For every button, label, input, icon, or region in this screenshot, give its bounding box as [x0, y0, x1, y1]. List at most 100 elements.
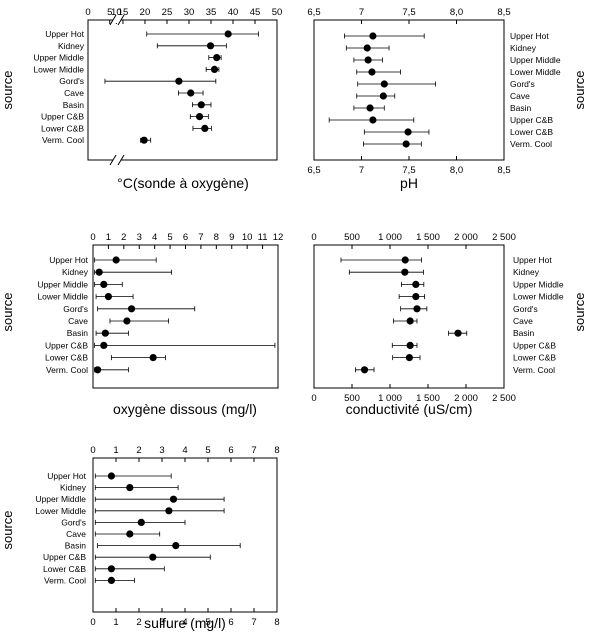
- category-label: Upper C&B: [513, 340, 556, 350]
- y-axis-title: source: [0, 70, 15, 109]
- category-label: Upper Middle: [33, 53, 84, 63]
- top-tick-label: 40: [228, 7, 239, 18]
- top-tick-label: 0: [90, 445, 95, 456]
- category-label: Upper Hot: [47, 471, 86, 481]
- data-point: [406, 317, 414, 325]
- data-point: [100, 341, 108, 349]
- bottom-tick-label: 1 500: [416, 393, 440, 404]
- data-point: [405, 354, 413, 362]
- data-point: [95, 268, 103, 276]
- top-tick-label: 10: [242, 232, 253, 243]
- data-point: [107, 576, 115, 585]
- top-tick-label: 7,5: [402, 7, 415, 18]
- top-tick-label: 500: [344, 232, 360, 243]
- top-tick-label: 3: [137, 232, 142, 243]
- data-point: [401, 256, 409, 264]
- top-tick-label: 2 500: [492, 232, 516, 243]
- plot-frame: [92, 244, 279, 389]
- category-label: Basin: [63, 100, 85, 110]
- data-point: [380, 80, 388, 88]
- data-point: [101, 329, 109, 337]
- data-point: [210, 65, 219, 73]
- data-point: [413, 305, 421, 313]
- axis-break-mark: [117, 154, 125, 166]
- data-point: [197, 101, 205, 109]
- data-point: [363, 44, 371, 52]
- data-point: [149, 553, 157, 561]
- data-point: [107, 472, 115, 480]
- top-tick-label: 1: [113, 445, 118, 456]
- top-tick-label: 50: [272, 7, 283, 18]
- bottom-tick-label: 0: [311, 393, 316, 404]
- category-label: Lower C&B: [45, 353, 88, 363]
- category-label: Upper Middle: [510, 55, 561, 65]
- top-tick-label: 30: [184, 7, 195, 18]
- bottom-tick-label: 2: [136, 617, 141, 628]
- top-tick-label: 12: [273, 232, 284, 243]
- bottom-tick-label: 0: [90, 617, 95, 628]
- category-label: Lower C&B: [513, 353, 556, 363]
- axis-break-mark: [117, 14, 125, 26]
- axis-break-gap: [113, 17, 122, 23]
- data-point: [126, 530, 134, 538]
- top-tick-label: 7: [359, 7, 364, 18]
- bottom-tick-label: 2 500: [492, 393, 516, 404]
- top-tick-label: 6,5: [307, 7, 320, 18]
- data-point: [366, 104, 374, 112]
- category-label: Kidney: [513, 267, 540, 277]
- bottom-tick-label: 8: [274, 617, 279, 628]
- data-point: [187, 89, 195, 97]
- category-label: Lower Middle: [37, 292, 88, 302]
- chart-panel-conductivity: 0 0 500 500 1 000 1 000 1 500 1 500 2 000 2 000 2 …: [311, 232, 587, 417]
- x-axis-title: °C(sonde à oxygène): [117, 175, 249, 191]
- category-label: Verm. Cool: [44, 575, 86, 585]
- chart-panel-pH: 6,5 6,5 7 7 7,5 7,5 8,0 8,0 8,5 8,5 Upper Hot Kidne…: [307, 7, 587, 191]
- plot-frame: [87, 19, 278, 161]
- category-label: Basin: [65, 541, 87, 551]
- data-point: [112, 256, 120, 264]
- category-label: Lower Middle: [513, 292, 564, 302]
- category-label: Kidney: [60, 483, 87, 493]
- bottom-tick-label: 500: [344, 393, 360, 404]
- top-tick-label: 1: [106, 232, 111, 243]
- data-point: [368, 68, 376, 76]
- category-label: Upper C&B: [45, 340, 88, 350]
- data-point: [126, 484, 134, 492]
- plot-frame: [92, 457, 278, 613]
- top-tick-label: 0: [90, 232, 95, 243]
- data-point: [149, 354, 157, 362]
- bottom-tick-label: 8,0: [450, 165, 463, 176]
- category-label: Gord's: [63, 304, 88, 314]
- data-point: [127, 305, 136, 313]
- category-label: Upper C&B: [41, 112, 84, 122]
- data-point: [360, 366, 369, 374]
- bottom-tick-label: 6,5: [307, 165, 320, 176]
- category-label: Upper Hot: [49, 255, 88, 265]
- bottom-tick-label: 6: [228, 617, 233, 628]
- bottom-tick-label: 3: [159, 617, 164, 628]
- data-point: [406, 341, 414, 349]
- top-tick-label: 9: [229, 232, 234, 243]
- data-point: [224, 30, 232, 38]
- top-tick-label: 5: [167, 232, 172, 243]
- top-tick-label: 4: [182, 445, 187, 456]
- category-label: Lower C&B: [41, 123, 84, 133]
- data-point: [369, 116, 377, 124]
- category-label: Cave: [68, 316, 88, 326]
- category-label: Lower Middle: [33, 64, 84, 74]
- top-tick-label: 8,0: [450, 7, 463, 18]
- top-tick-label: 0: [311, 232, 316, 243]
- top-tick-label: 45: [250, 7, 261, 18]
- data-point: [402, 140, 410, 148]
- data-point: [201, 124, 209, 132]
- data-point: [412, 280, 420, 288]
- data-point: [165, 507, 173, 515]
- data-point: [100, 280, 108, 288]
- top-tick-label: 11: [258, 232, 268, 243]
- bottom-tick-label: 7: [251, 617, 256, 628]
- top-tick-label: 8: [214, 232, 219, 243]
- bottom-tick-label: 7: [359, 165, 364, 176]
- plot-frame: [313, 244, 505, 389]
